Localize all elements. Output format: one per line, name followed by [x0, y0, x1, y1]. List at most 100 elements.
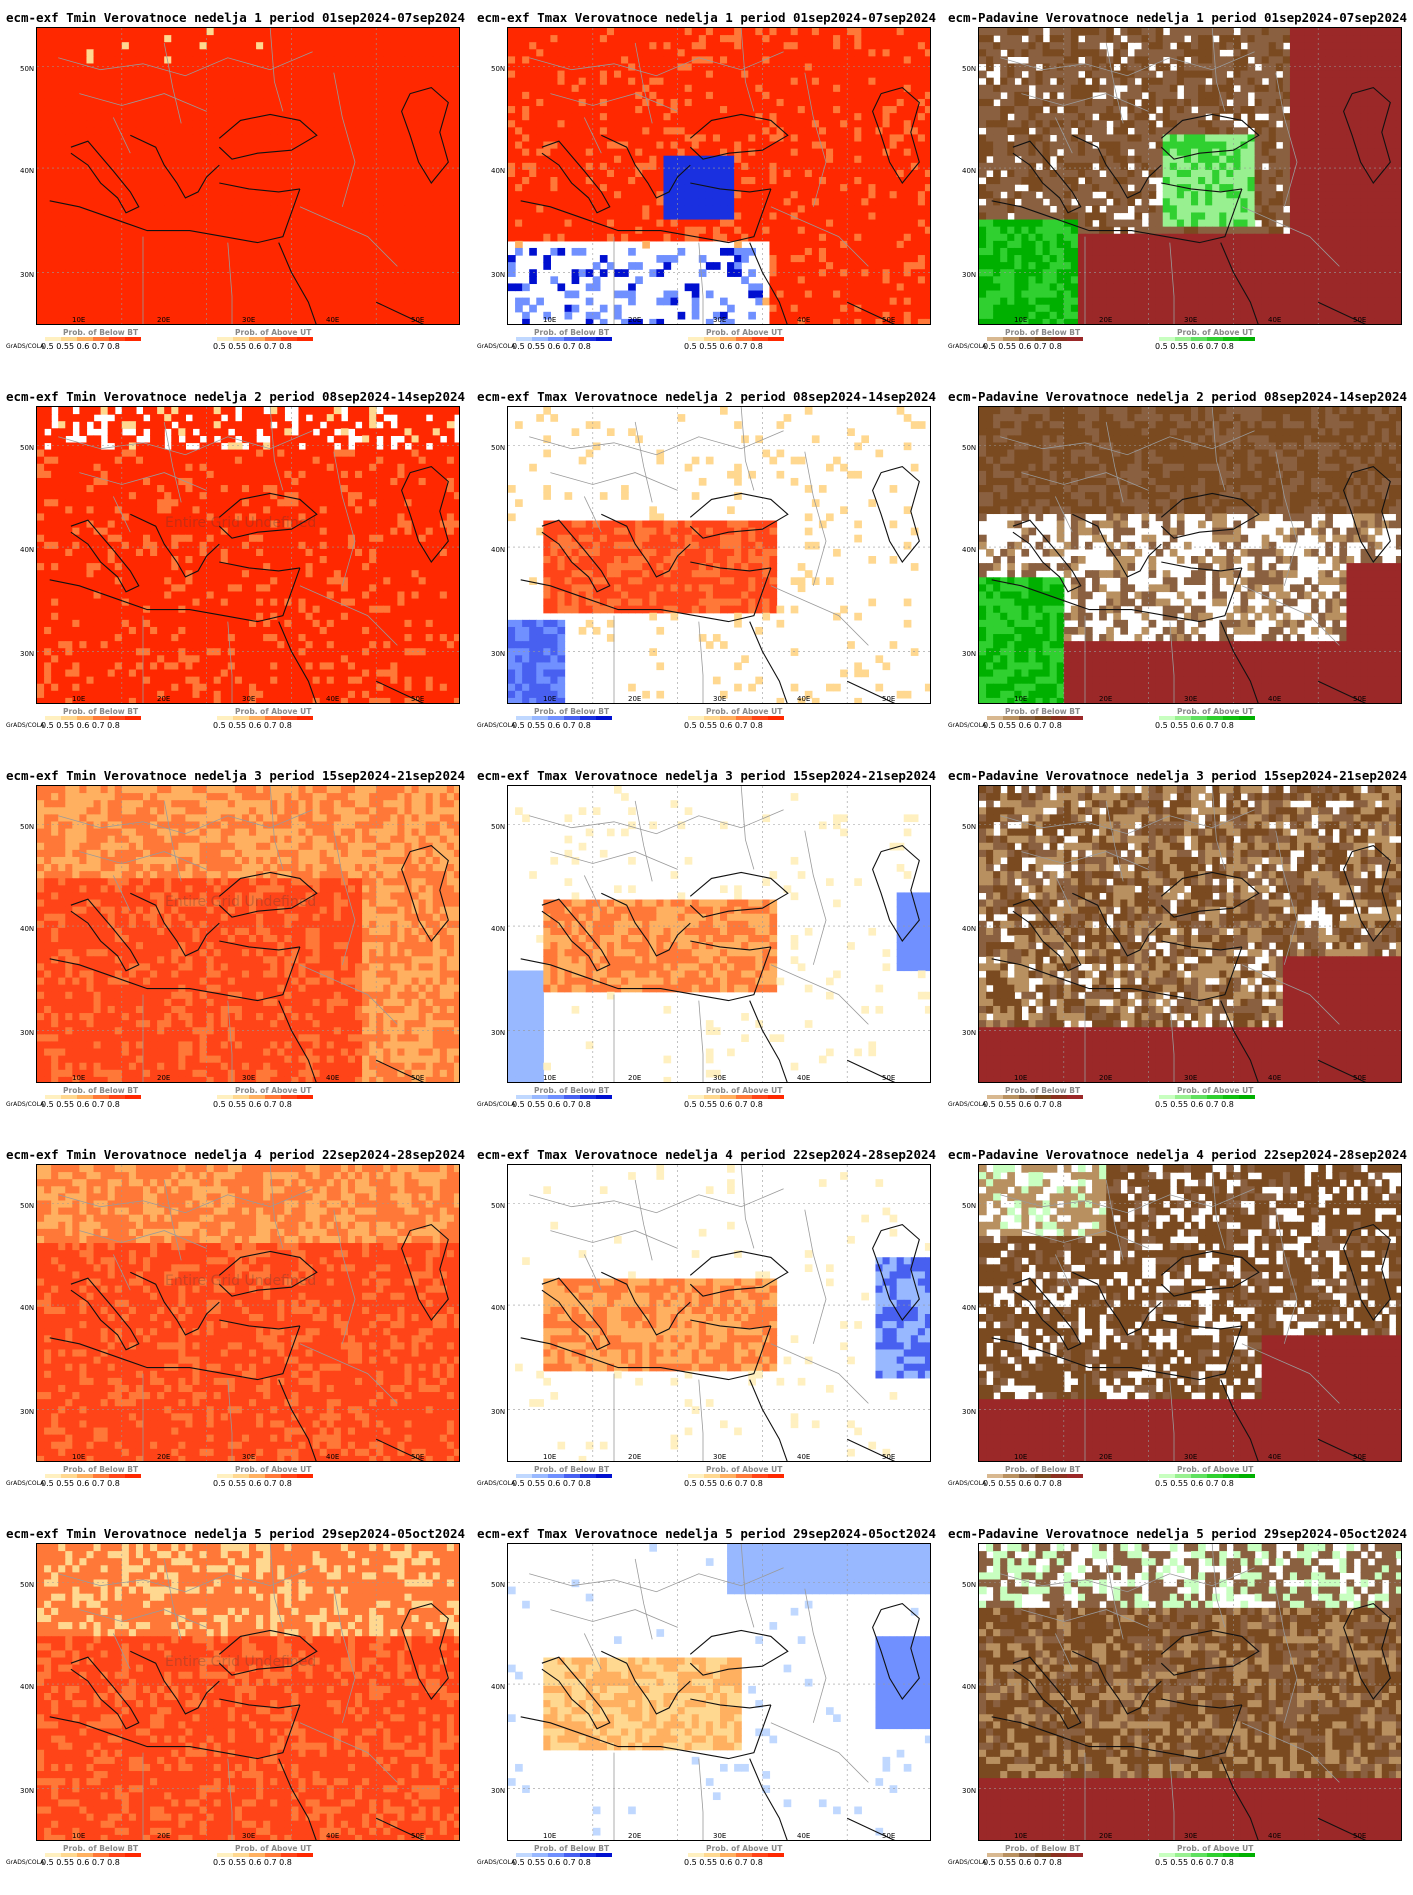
- probability-cell: [369, 91, 377, 100]
- probability-cell: [418, 70, 427, 79]
- probability-cell: [135, 297, 144, 306]
- probability-cell: [65, 91, 73, 100]
- probability-cell: [390, 155, 398, 164]
- probability-cell: [206, 127, 215, 136]
- probability-cell: [705, 63, 714, 72]
- probability-cell: [178, 106, 186, 114]
- probability-cell: [826, 127, 834, 136]
- probability-cell: [220, 191, 229, 199]
- probability-cell: [277, 304, 285, 313]
- probability-cell: [446, 290, 455, 299]
- probability-cell: [889, 28, 898, 36]
- probability-cell: [206, 255, 215, 263]
- latitude-tick-label: 30N: [491, 271, 505, 279]
- probability-cell: [114, 162, 123, 171]
- probability-cell: [234, 169, 243, 178]
- probability-cell: [305, 42, 314, 50]
- probability-cell: [614, 290, 622, 299]
- probability-cell: [917, 49, 926, 57]
- probability-cell: [100, 255, 109, 263]
- probability-cell: [171, 233, 179, 242]
- probability-cell: [769, 240, 778, 249]
- probability-cell: [811, 290, 820, 299]
- probability-cell: [291, 255, 300, 263]
- probability-cell: [882, 106, 891, 114]
- probability-cell: [93, 297, 102, 306]
- probability-cell: [305, 177, 314, 185]
- probability-cell: [656, 148, 665, 157]
- probability-cell: [291, 148, 300, 157]
- probability-cell: [578, 113, 587, 121]
- probability-cell: [910, 42, 919, 50]
- probability-cell: [164, 198, 172, 206]
- probability-cell: [755, 63, 763, 72]
- probability-cell: [854, 205, 862, 214]
- probability-cell: [818, 184, 827, 192]
- probability-cell: [628, 184, 636, 192]
- probability-cell: [277, 70, 285, 79]
- probability-cell: [635, 120, 643, 128]
- probability-cell: [383, 70, 391, 79]
- probability-cell: [776, 127, 785, 136]
- probability-cell: [143, 28, 151, 36]
- probability-cell: [256, 91, 264, 100]
- probability-cell: [270, 42, 278, 50]
- probability-cell: [818, 269, 827, 277]
- legend-swatch: [45, 337, 61, 341]
- probability-cell: [522, 226, 530, 235]
- probability-cell: [543, 262, 551, 270]
- probability-cell: [1395, 28, 1401, 36]
- probability-cell: [868, 113, 877, 121]
- probability-cell: [536, 226, 544, 235]
- probability-cell: [213, 56, 222, 65]
- probability-cell: [100, 155, 109, 164]
- probability-cell: [404, 247, 413, 256]
- probability-cell: [178, 212, 186, 221]
- probability-cell: [804, 120, 813, 128]
- probability-cell: [854, 212, 862, 221]
- probability-cell: [833, 113, 841, 121]
- probability-cell: [741, 148, 749, 157]
- probability-cell: [213, 77, 222, 86]
- probability-cell: [362, 49, 370, 57]
- probability-cell: [390, 318, 398, 324]
- probability-cell: [1339, 42, 1348, 50]
- probability-cell: [411, 113, 420, 121]
- probability-cell: [397, 297, 406, 306]
- probability-cell: [284, 304, 292, 313]
- probability-cell: [150, 255, 158, 263]
- probability-cell: [882, 35, 891, 43]
- probability-cell: [868, 262, 877, 270]
- probability-cell: [649, 35, 657, 43]
- probability-cell: [411, 155, 420, 164]
- probability-cell: [418, 56, 427, 65]
- probability-cell: [58, 297, 66, 306]
- probability-cell: [797, 106, 806, 114]
- probability-cell: [606, 77, 615, 86]
- probability-cell: [305, 148, 314, 157]
- probability-cell: [312, 106, 321, 114]
- probability-cell: [1311, 35, 1319, 43]
- probability-cell: [762, 84, 771, 93]
- probability-cell: [256, 304, 264, 313]
- probability-cell: [100, 311, 109, 320]
- country-border: [740, 28, 755, 112]
- probability-cell: [691, 226, 700, 235]
- legend-swatch: [77, 337, 93, 341]
- probability-cell: [840, 283, 848, 292]
- probability-cell: [185, 127, 194, 136]
- probability-cell: [234, 247, 243, 256]
- probability-cell: [847, 91, 855, 100]
- probability-cell: [811, 77, 820, 86]
- probability-cell: [840, 127, 848, 136]
- probability-cell: [741, 141, 749, 150]
- probability-cell: [628, 318, 636, 324]
- probability-cell: [326, 84, 335, 93]
- probability-cell: [889, 113, 898, 121]
- probability-cell: [185, 247, 194, 256]
- probability-cell: [432, 134, 441, 143]
- probability-cell: [543, 84, 551, 93]
- probability-cell: [536, 63, 544, 72]
- probability-cell: [868, 42, 877, 50]
- probability-cell: [277, 127, 285, 136]
